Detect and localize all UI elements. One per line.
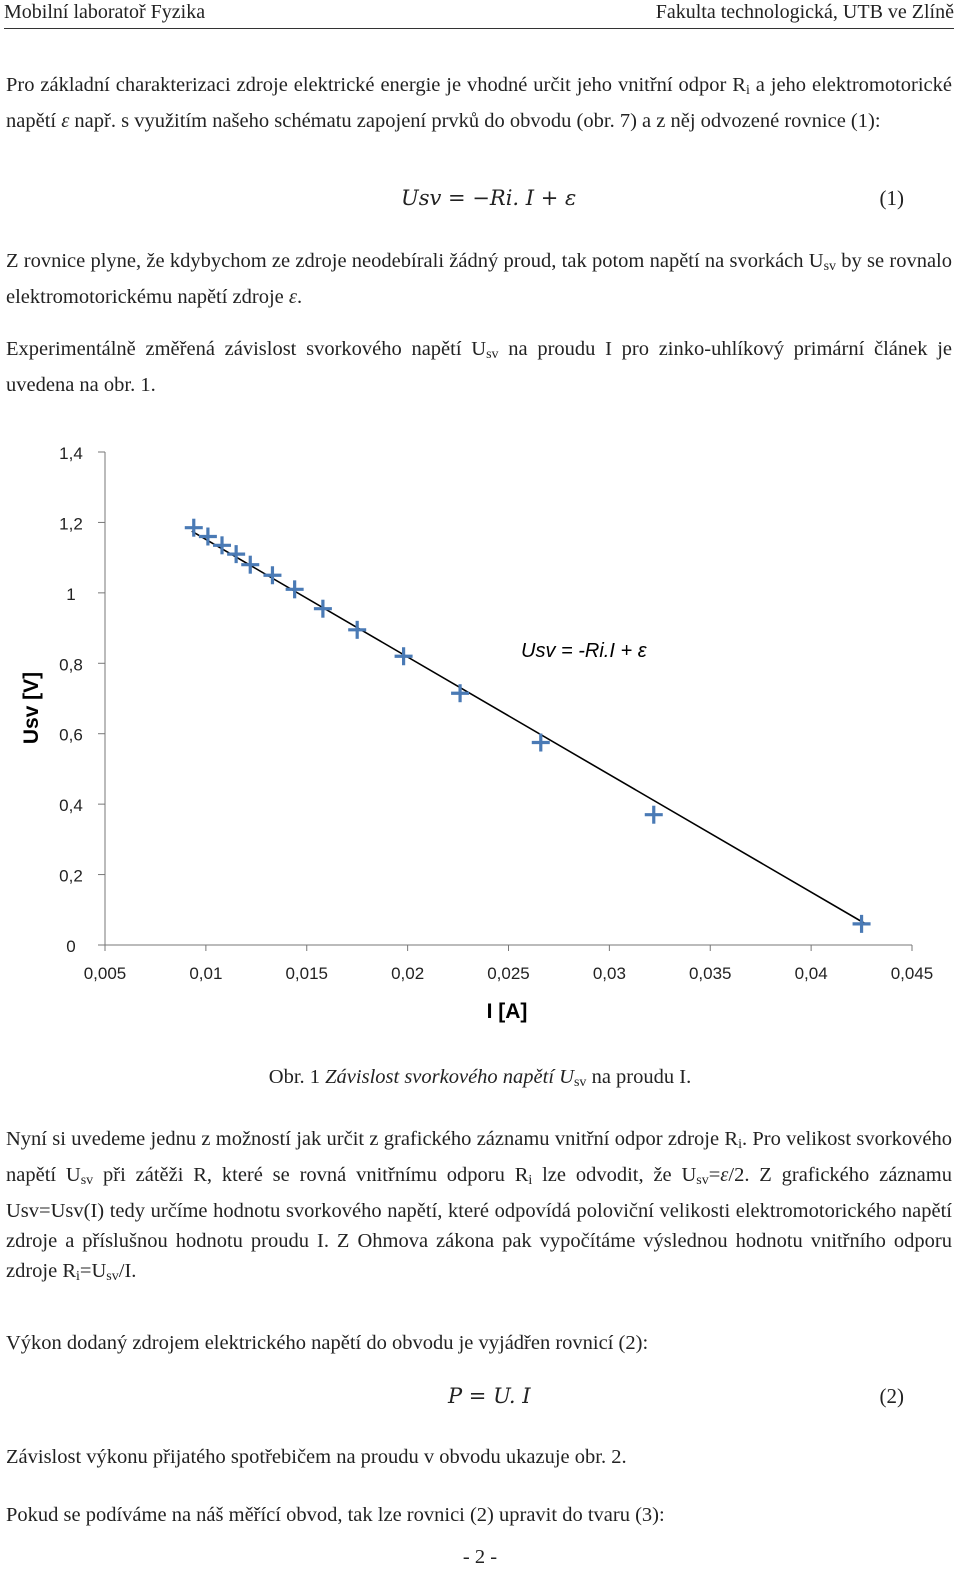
- equation-2-formula: P = U. I: [448, 1384, 531, 1408]
- x-tick-label: 0,04: [795, 964, 828, 983]
- equation-1: Usv = −Ri. I + ε (1): [0, 186, 960, 220]
- y-tick-label: 0,8: [59, 655, 83, 674]
- y-tick-label: 0: [66, 937, 75, 956]
- data-point-marker: [241, 555, 260, 574]
- paragraph-2: Z rovnice plyne, že kdybychom ze zdroje …: [6, 250, 952, 308]
- x-tick-label: 0,02: [391, 964, 424, 983]
- chart-annotation: Usv = -Ri.I + ε: [521, 640, 648, 662]
- data-point-marker: [394, 647, 413, 666]
- page-header: Mobilní laboratoř Fyzika Fakulta technol…: [4, 0, 954, 29]
- equation-2-number: (2): [879, 1384, 905, 1408]
- page-number: - 2 -: [462, 1546, 498, 1568]
- x-tick-label: 0,025: [487, 964, 530, 983]
- fit-line-path: [191, 530, 867, 925]
- data-point-marker: [644, 805, 663, 824]
- chart-ticks: 0 0,2 0,4 0,6 0,8 1 1,2 1,4 0,005 0,01 0,015 0,02 0,…: [59, 444, 933, 983]
- y-axis-label: Usv [V]: [20, 672, 43, 744]
- data-point-marker: [531, 733, 550, 752]
- figure-caption: Obr. 1 Závislost svorkového napětí Usv n…: [268, 1066, 692, 1090]
- x-tick-label: 0,045: [891, 964, 934, 983]
- paragraph-5: Výkon dodaný zdrojem elektrického napětí…: [6, 1332, 649, 1354]
- y-tick-label: 1,4: [59, 444, 83, 463]
- x-tick-label: 0,015: [285, 964, 328, 983]
- data-point-marker: [198, 527, 217, 546]
- data-point-marker: [313, 599, 332, 618]
- data-point-marker: [852, 914, 871, 933]
- equation-1-number: (1): [879, 186, 905, 210]
- data-point-marker: [348, 620, 367, 639]
- header-left: Mobilní laboratoř Fyzika: [4, 1, 206, 23]
- paragraph-6: Závislost výkonu přijatého spotřebičem n…: [6, 1446, 627, 1468]
- paragraph-3: Experimentálně změřená závislost svorkov…: [6, 338, 952, 396]
- y-tick-label: 0,4: [59, 796, 83, 815]
- data-point-marker: [184, 518, 203, 537]
- chart-axes: [104, 452, 912, 946]
- y-tick-label: 1,2: [59, 514, 83, 533]
- equation-2: P = U. I (2): [0, 1384, 960, 1418]
- data-point-marker: [451, 684, 470, 703]
- x-axis-label: I [A]: [487, 1000, 528, 1023]
- x-tick-label: 0,005: [84, 964, 127, 983]
- data-point-marker: [213, 536, 232, 555]
- paragraph-4: Nyní si uvedeme jednu z možností jak urč…: [6, 1128, 952, 1284]
- header-right: Fakulta technologická, UTB ve Zlíně: [655, 1, 954, 23]
- data-point-marker: [227, 545, 246, 564]
- x-tick-label: 0,035: [689, 964, 732, 983]
- fit-line: [191, 530, 867, 925]
- data-points: [184, 518, 871, 933]
- equation-1-formula: Usv = −Ri. I + ε: [401, 186, 577, 210]
- y-tick-label: 0,2: [59, 867, 83, 886]
- data-point-marker: [285, 580, 304, 599]
- x-tick-label: 0,01: [189, 964, 222, 983]
- y-tick-label: 0,6: [59, 726, 83, 745]
- paragraph-7: Pokud se podíváme na náš měřící obvod, t…: [6, 1504, 665, 1526]
- x-tick-label: 0,03: [593, 964, 626, 983]
- y-tick-label: 1: [66, 585, 75, 604]
- data-point-marker: [263, 566, 282, 585]
- intro-paragraph: Pro základní charakterizaci zdroje elekt…: [6, 74, 953, 132]
- voltage-current-chart: 0 0,2 0,4 0,6 0,8 1 1,2 1,4 0,005 0,01 0,015 0,02 0,…: [20, 444, 933, 1023]
